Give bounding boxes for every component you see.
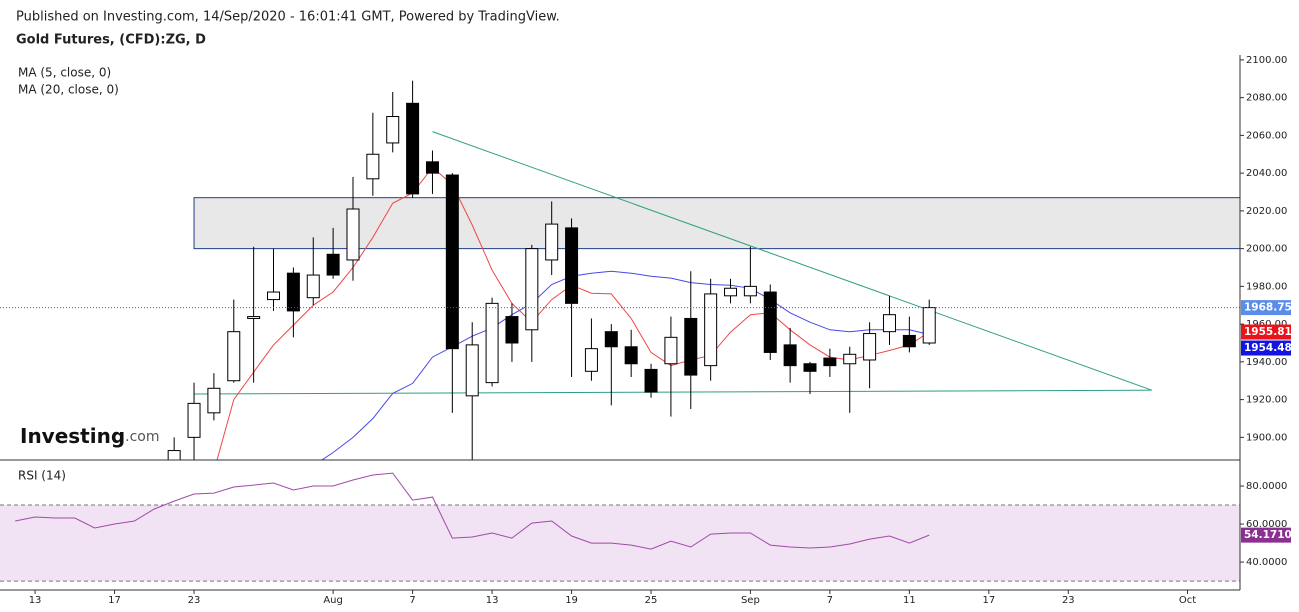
x-tick-label: Oct <box>1179 595 1196 606</box>
logo-brand: Investing <box>20 424 125 448</box>
chart-title: Gold Futures, (CFD):ZG, D <box>16 33 206 48</box>
candle-body <box>386 116 400 144</box>
x-tick-label: 7 <box>409 595 415 606</box>
y-tick-label: 1920.00 <box>1246 395 1287 406</box>
candle-body <box>267 291 281 301</box>
x-tick-label: 19 <box>565 595 578 606</box>
trendline <box>194 389 1152 395</box>
rsi-line <box>15 472 930 550</box>
x-tick-label: 23 <box>1062 595 1075 606</box>
y-tick-label: 1900.00 <box>1246 432 1287 443</box>
candle-body <box>366 153 380 180</box>
candle-body <box>584 348 598 372</box>
candle-body <box>724 287 738 297</box>
x-tick-label: Sep <box>741 595 760 606</box>
x-tick-label: Aug <box>323 595 343 606</box>
y-tick-label: 2000.00 <box>1246 244 1287 255</box>
y-tick-label: 2080.00 <box>1246 93 1287 104</box>
y-tick-label: 40.0000 <box>1246 557 1287 568</box>
candle-body <box>465 344 479 397</box>
moving-average-line <box>320 270 930 460</box>
y-tick-label: 1940.00 <box>1246 357 1287 368</box>
last-value-label: 54.1710 <box>1244 529 1292 541</box>
candle-body <box>286 272 300 312</box>
candle-body <box>902 334 916 348</box>
candle-body <box>306 274 320 299</box>
candle-body <box>187 402 201 438</box>
legend-entry: MA (20, close, 0) <box>18 83 119 97</box>
last-value-badge <box>1241 527 1291 543</box>
last-value-badge <box>1241 300 1291 316</box>
candle-body <box>525 248 539 331</box>
y-tick-label: 1980.00 <box>1246 281 1287 292</box>
candle-body <box>624 346 638 365</box>
candle-body <box>644 368 658 393</box>
candle-body <box>406 102 420 195</box>
y-tick-label: 2040.00 <box>1246 168 1287 179</box>
trendline <box>432 131 1152 391</box>
x-tick-label: 7 <box>827 595 833 606</box>
last-value-label: 1968.75 <box>1244 302 1292 314</box>
candle-body <box>505 316 519 344</box>
candle-body <box>743 285 757 297</box>
candle-body <box>227 331 241 382</box>
last-value-badge <box>1241 324 1291 340</box>
logo: Investing.com <box>20 424 160 448</box>
candle-body <box>207 387 221 414</box>
last-value-badge <box>1241 340 1291 356</box>
logo-suffix: .com <box>125 429 159 445</box>
y-tick-label: 2020.00 <box>1246 206 1287 217</box>
candle-body <box>425 161 439 174</box>
candle-body <box>843 353 857 365</box>
candle-body <box>763 291 777 353</box>
y-tick-label: 60.0000 <box>1246 519 1287 530</box>
candle-body <box>684 317 698 376</box>
y-tick-label: 2100.00 <box>1246 55 1287 66</box>
resistance-zone <box>193 197 1240 250</box>
last-value-label: 1954.48 <box>1244 342 1292 354</box>
x-tick-label: 23 <box>188 595 201 606</box>
candle-body <box>604 331 618 348</box>
candle-body <box>346 208 360 261</box>
candle-body <box>247 316 261 319</box>
legend-entry: MA (5, close, 0) <box>18 66 111 80</box>
x-tick-label: 13 <box>29 595 42 606</box>
candle-body <box>803 363 817 372</box>
y-tick-label: 2060.00 <box>1246 130 1287 141</box>
candle-body <box>485 302 499 384</box>
candle-body <box>704 293 718 367</box>
candle-body <box>445 174 459 350</box>
candle-body <box>664 336 678 365</box>
candle-body <box>326 253 340 276</box>
x-tick-label: 25 <box>645 595 658 606</box>
rsi-panel <box>0 472 1240 582</box>
rsi-band <box>0 505 1240 582</box>
rsi-title: RSI (14) <box>18 469 66 483</box>
candle-body <box>922 307 936 344</box>
axes: 13 17 23 Aug 7 13 19 25 Sep 7 11 17 23 Oct 1900.00 1920… <box>0 55 1292 606</box>
x-tick-label: 17 <box>982 595 995 606</box>
candle-body <box>167 450 181 460</box>
published-note: Published on Investing.com, 14/Sep/2020 … <box>16 10 560 25</box>
candle-body <box>882 314 896 333</box>
candle-body <box>823 357 837 367</box>
x-tick-label: 13 <box>486 595 499 606</box>
candle-body <box>565 227 579 304</box>
x-tick-label: 11 <box>903 595 916 606</box>
candle-body <box>783 344 797 367</box>
y-tick-label: 80.0000 <box>1246 481 1287 492</box>
candle-body <box>863 333 877 361</box>
price-panel <box>0 80 1240 460</box>
last-value-label: 1955.81 <box>1244 326 1292 338</box>
candle-body <box>545 223 559 261</box>
x-tick-label: 17 <box>108 595 121 606</box>
